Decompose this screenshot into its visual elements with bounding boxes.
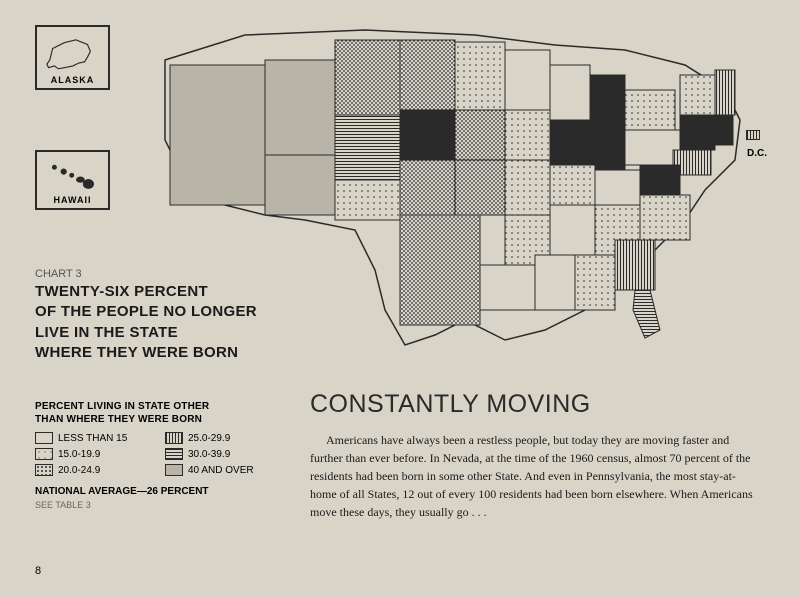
legend-grid: LESS THAN 15 25.0-29.9 15.0-19.9 30.0-39…: [35, 432, 285, 476]
body-block: CONSTANTLY MOVING Americans have always …: [310, 390, 760, 521]
dc-label: D.C.: [747, 148, 767, 159]
legend-swatch-icon: [35, 432, 53, 444]
legend-title: PERCENT LIVING IN STATE OTHER THAN WHERE…: [35, 400, 285, 426]
legend-label: LESS THAN 15: [58, 433, 127, 444]
hawaii-inset: HAWAII: [35, 150, 110, 210]
headline-line: LIVE IN THE STATE: [35, 324, 178, 341]
legend-label: 15.0-19.9: [58, 449, 100, 460]
alaska-label: ALASKA: [51, 75, 95, 85]
body-title: CONSTANTLY MOVING: [310, 390, 760, 419]
legend-item: 15.0-19.9: [35, 448, 155, 460]
chart-number: CHART 3: [35, 268, 265, 280]
alaska-shape-icon: [41, 34, 105, 75]
legend-item: 40 AND OVER: [165, 464, 285, 476]
headline-block: CHART 3 TWENTY-SIX PERCENT OF THE PEOPLE…: [35, 268, 265, 363]
national-average: NATIONAL AVERAGE—26 PERCENT: [35, 486, 285, 497]
legend-swatch-icon: [35, 464, 53, 476]
hawaii-shape-icon: [41, 158, 105, 195]
dc-swatch-icon: [746, 130, 760, 140]
legend-item: 25.0-29.9: [165, 432, 285, 444]
legend-swatch-icon: [35, 448, 53, 460]
legend-item: LESS THAN 15: [35, 432, 155, 444]
legend-swatch-icon: [165, 432, 183, 444]
legend-swatch-icon: [165, 448, 183, 460]
body-text: Americans have always been a restless pe…: [310, 431, 760, 521]
legend-block: PERCENT LIVING IN STATE OTHER THAN WHERE…: [35, 400, 285, 510]
page-number: 8: [35, 565, 41, 577]
legend-swatch-icon: [165, 464, 183, 476]
legend-item: 20.0-24.9: [35, 464, 155, 476]
hawaii-label: HAWAII: [53, 195, 91, 205]
legend-item: 30.0-39.9: [165, 448, 285, 460]
legend-label: 20.0-24.9: [58, 465, 100, 476]
headline: TWENTY-SIX PERCENT OF THE PEOPLE NO LONG…: [35, 282, 265, 363]
legend-label: 40 AND OVER: [188, 465, 254, 476]
headline-line: OF THE PEOPLE NO LONGER: [35, 303, 257, 320]
headline-line: WHERE THEY WERE BORN: [35, 344, 238, 361]
legend-label: 25.0-29.9: [188, 433, 230, 444]
headline-line: TWENTY-SIX PERCENT: [35, 283, 208, 300]
see-table-note: SEE TABLE 3: [35, 500, 285, 510]
alaska-inset: ALASKA: [35, 25, 110, 90]
legend-label: 30.0-39.9: [188, 449, 230, 460]
